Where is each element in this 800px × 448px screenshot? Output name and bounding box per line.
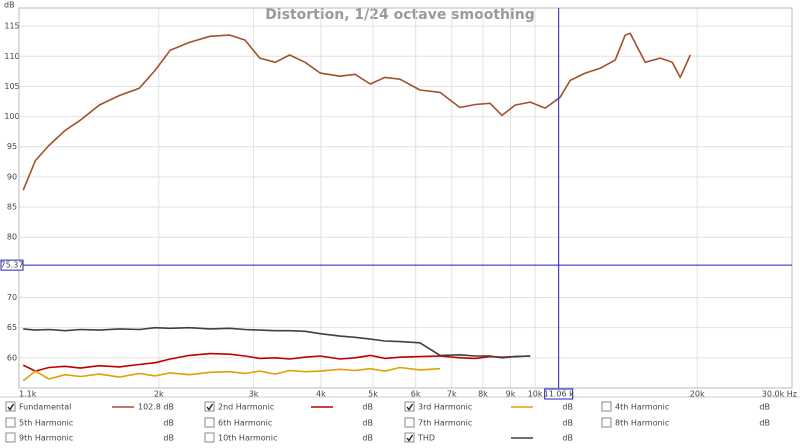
legend-checkmark	[406, 403, 414, 411]
legend-checkmark	[406, 434, 414, 442]
y-tick-label: 60	[7, 353, 17, 362]
x-tick-label: 1.1k	[19, 390, 37, 399]
legend-readout: dB	[562, 403, 573, 412]
series-line	[22, 366, 441, 382]
x-tick-label: 9k	[506, 390, 516, 399]
x-tick-label: 30.0k Hz	[762, 390, 797, 399]
legend-name[interactable]: Fundamental	[19, 403, 71, 412]
x-tick-label: 3k	[249, 390, 259, 399]
legend-checkmark	[206, 403, 214, 411]
legend-readout: dB	[562, 434, 573, 443]
y-tick-label: 110	[4, 52, 19, 61]
legend-readout: dB	[163, 434, 174, 443]
legend-name[interactable]: 2nd Harmonic	[218, 403, 274, 412]
cursor-y-label: 75.37	[1, 261, 24, 270]
series-line	[23, 326, 531, 359]
x-tick-label: 7k	[447, 390, 457, 399]
legend-name[interactable]: 5th Harmonic	[19, 419, 73, 428]
plot-frame	[18, 7, 793, 389]
y-tick-label: 80	[7, 233, 17, 242]
y-tick-label: 85	[7, 203, 17, 212]
legend-checkbox[interactable]	[601, 401, 612, 412]
legend-checkbox[interactable]	[404, 432, 415, 443]
x-tick-label: 8k	[478, 390, 488, 399]
y-tick-label: 100	[4, 112, 19, 121]
x-tick-label: 6k	[411, 390, 421, 399]
legend-checkbox[interactable]	[5, 432, 16, 443]
legend-checkbox[interactable]	[5, 417, 16, 428]
chart-title: Distortion, 1/24 octave smoothing	[265, 7, 535, 23]
series-line	[22, 352, 531, 372]
x-tick-label: 2k	[154, 390, 164, 399]
y-tick-label: 70	[7, 293, 17, 302]
cursor-x-label: 11.06 k	[544, 390, 574, 399]
legend-readout: dB	[362, 434, 373, 443]
legend-checkbox[interactable]	[204, 401, 215, 412]
legend-checkbox[interactable]	[204, 432, 215, 443]
cursor-y-box	[0, 259, 24, 271]
legend-checkbox[interactable]	[204, 417, 215, 428]
legend-name[interactable]: 7th Harmonic	[418, 419, 472, 428]
legend-checkbox[interactable]	[601, 417, 612, 428]
x-tick-label: 4k	[316, 390, 326, 399]
legend-name[interactable]: THD	[417, 434, 435, 443]
x-tick-label: 10k	[528, 390, 543, 399]
legend-name[interactable]: 6th Harmonic	[218, 419, 272, 428]
legend-readout: dB	[759, 403, 770, 412]
y-tick-label: 115	[4, 22, 19, 31]
legend-readout: dB	[362, 403, 373, 412]
y-tick-label: 105	[4, 82, 19, 91]
x-tick-label: 5k	[368, 390, 378, 399]
legend-name[interactable]: 3rd Harmonic	[418, 403, 472, 412]
x-tick-label: 20k	[690, 390, 705, 399]
legend-checkmark	[7, 403, 15, 411]
legend-readout: dB	[759, 419, 770, 428]
legend-name[interactable]: 10th Harmonic	[218, 434, 277, 443]
legend-name[interactable]: 8th Harmonic	[615, 419, 669, 428]
legend-name[interactable]: 9th Harmonic	[19, 434, 73, 443]
y-tick-label: 95	[7, 142, 17, 151]
y-tick-label: 90	[7, 172, 17, 181]
legend-name[interactable]: 4th Harmonic	[615, 403, 669, 412]
legend-readout: 102.8 dB	[138, 403, 174, 412]
cursor-x-box	[544, 388, 574, 400]
legend-readout: dB	[362, 419, 373, 428]
legend-checkbox[interactable]	[404, 417, 415, 428]
legend-readout: dB	[163, 419, 174, 428]
series-line	[22, 32, 692, 191]
legend-checkbox[interactable]	[404, 401, 415, 412]
y-axis-label: dB	[4, 1, 15, 10]
legend-checkbox[interactable]	[5, 401, 16, 412]
legend-readout: dB	[562, 419, 573, 428]
y-tick-label: 65	[7, 323, 17, 332]
